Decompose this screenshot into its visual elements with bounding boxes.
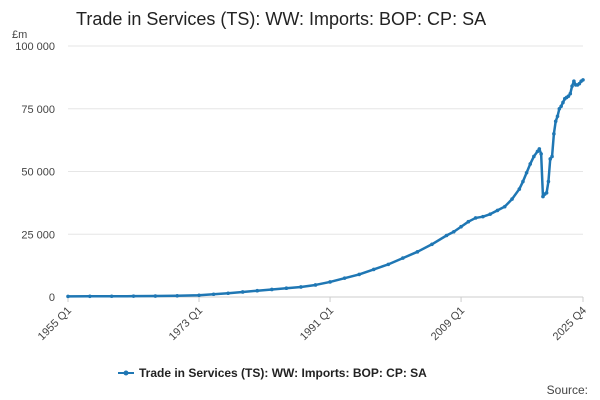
data-point[interactable]: [481, 214, 485, 219]
series-layer: [66, 78, 585, 299]
x-tick-label: 1955 Q1: [36, 305, 74, 343]
data-point[interactable]: [386, 262, 391, 267]
data-point[interactable]: [270, 287, 274, 292]
data-point[interactable]: [528, 162, 533, 166]
data-point[interactable]: [131, 294, 136, 298]
data-point[interactable]: [211, 292, 216, 297]
x-axis: 1955 Q1 1973 Q1 1991 Q1 2009 Q1 2025 Q4: [36, 297, 589, 343]
data-point[interactable]: [495, 208, 500, 213]
data-point[interactable]: [459, 224, 463, 229]
data-point[interactable]: [488, 212, 492, 216]
data-point[interactable]: [109, 294, 114, 299]
data-point[interactable]: [510, 197, 514, 201]
source-label: Source:: [547, 383, 588, 397]
data-point[interactable]: [342, 276, 347, 280]
legend-label: Trade in Services (TS): WW: Imports: BOP…: [139, 366, 427, 380]
data-point[interactable]: [175, 294, 179, 298]
data-point[interactable]: [357, 272, 361, 277]
data-point[interactable]: [553, 119, 558, 124]
data-point[interactable]: [502, 204, 507, 209]
data-point[interactable]: [255, 288, 260, 293]
data-point[interactable]: [559, 104, 563, 109]
data-point[interactable]: [466, 219, 471, 224]
y-axis: 0 25 000 50 000 75 000 100 000: [15, 41, 55, 304]
data-point[interactable]: [524, 170, 529, 175]
data-point[interactable]: [537, 147, 542, 151]
data-point[interactable]: [521, 179, 525, 184]
y-unit-label: £m: [12, 29, 27, 41]
data-point[interactable]: [552, 132, 556, 136]
y-tick-label: 25 000: [21, 229, 55, 241]
data-point[interactable]: [544, 191, 549, 195]
data-point[interactable]: [532, 154, 536, 159]
data-point[interactable]: [570, 84, 574, 88]
data-point[interactable]: [539, 152, 543, 156]
data-point[interactable]: [541, 194, 545, 199]
data-point[interactable]: [371, 267, 376, 272]
data-point[interactable]: [546, 179, 551, 184]
data-point[interactable]: [66, 294, 70, 299]
data-point[interactable]: [550, 154, 554, 159]
data-point[interactable]: [555, 114, 560, 119]
data-point[interactable]: [577, 81, 582, 86]
series-line[interactable]: [67, 78, 584, 298]
grid-layer: [68, 45, 583, 235]
data-point[interactable]: [401, 256, 405, 260]
data-point[interactable]: [444, 233, 449, 238]
data-point[interactable]: [299, 285, 303, 289]
data-point[interactable]: [568, 91, 573, 96]
data-point[interactable]: [548, 157, 553, 161]
data-point[interactable]: [561, 100, 565, 105]
data-point[interactable]: [566, 94, 571, 98]
x-tick-label: 2009 Q1: [429, 305, 467, 343]
data-point[interactable]: [415, 250, 420, 254]
data-point[interactable]: [88, 294, 92, 299]
legend[interactable]: Trade in Services (TS): WW: Imports: BOP…: [118, 366, 427, 380]
data-point[interactable]: [557, 106, 562, 111]
legend-swatch-marker: [123, 370, 129, 376]
data-point[interactable]: [430, 242, 434, 247]
data-point[interactable]: [452, 229, 456, 234]
x-tick-label: 1991 Q1: [298, 305, 336, 343]
data-point[interactable]: [473, 216, 478, 220]
data-point[interactable]: [535, 149, 540, 154]
data-point[interactable]: [284, 286, 289, 291]
y-tick-label: 100 000: [15, 41, 55, 53]
data-point[interactable]: [313, 283, 318, 287]
x-tick-label: 1973 Q1: [167, 305, 205, 343]
data-point[interactable]: [240, 290, 245, 294]
x-tick-label: 2025 Q4: [551, 305, 589, 343]
data-point[interactable]: [153, 294, 158, 298]
y-tick-label: 0: [49, 292, 55, 304]
data-point[interactable]: [572, 79, 576, 83]
data-point[interactable]: [197, 293, 201, 298]
data-point[interactable]: [517, 187, 522, 191]
y-tick-label: 75 000: [21, 104, 55, 116]
data-point[interactable]: [226, 291, 230, 296]
data-point[interactable]: [581, 78, 585, 82]
data-point[interactable]: [328, 280, 332, 284]
chart-title: Trade in Services (TS): WW: Imports: BOP…: [76, 9, 486, 29]
y-tick-label: 50 000: [21, 167, 55, 179]
